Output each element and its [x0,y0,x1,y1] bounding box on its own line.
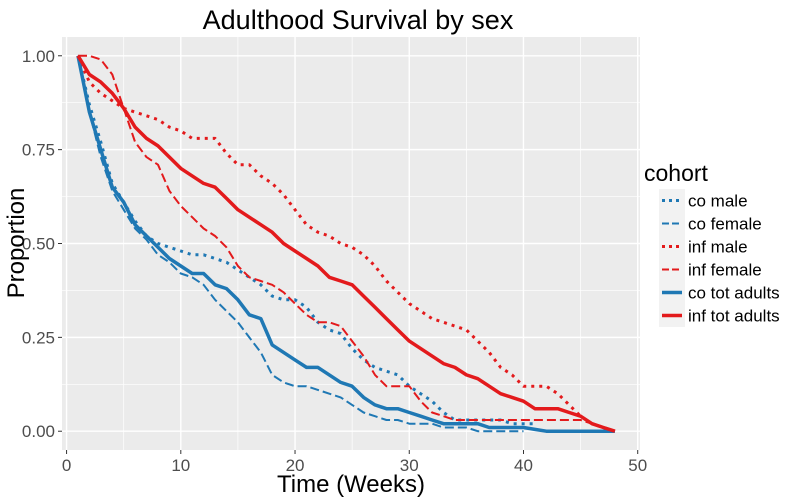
y-tick-label: 0.00 [22,422,55,441]
x-tick-label: 30 [400,456,419,475]
series-line-inf-male [76,55,616,433]
legend-entry: co tot adults [688,284,780,303]
y-tick-label: 0.75 [22,141,55,160]
x-tick-label: 50 [628,456,647,475]
legend-entry: inf tot adults [688,307,780,326]
series-line-co-female [77,55,524,433]
x-axis-label: Time (Weeks) [277,471,425,498]
series-line-inf-tot-adults [76,54,616,433]
legend-entry: inf female [688,261,762,280]
y-axis-label: Proportion [3,188,30,299]
x-tick-label: 20 [286,456,305,475]
legend-entry: co female [688,215,762,234]
series-line-co-tot-adults [76,55,615,433]
legend-entry: inf male [688,238,748,257]
y-axis-ticks: 0.00 0.25 0.50 0.75 1.00 [22,47,62,441]
x-tick-label: 0 [62,456,71,475]
x-tick-label: 10 [171,456,190,475]
y-tick-label: 1.00 [22,47,55,66]
x-axis-ticks: 0 10 20 30 40 50 [62,450,647,475]
series-line-inf-female [78,54,616,433]
grid-lines [62,37,640,450]
series-layer [76,54,616,433]
chart-title: Adulthood Survival by sex [203,5,514,35]
y-tick-label: 0.50 [22,235,55,254]
y-tick-label: 0.25 [22,328,55,347]
x-tick-label: 40 [514,456,533,475]
legend: cohort co male co female inf male inf femal… [644,160,780,327]
legend-entry: co male [688,192,748,211]
legend-title: cohort [644,160,709,186]
